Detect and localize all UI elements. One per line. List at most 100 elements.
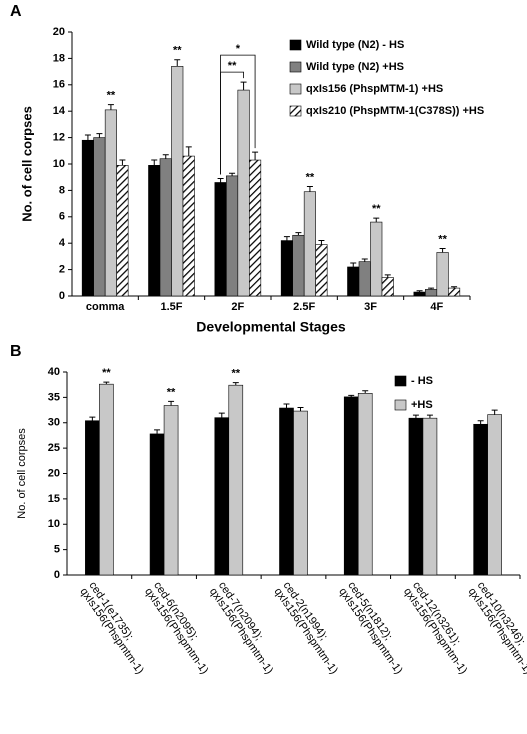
- bar: [425, 289, 438, 297]
- error-bar: [426, 414, 433, 419]
- error-bar: [350, 262, 357, 267]
- bar: [436, 252, 449, 297]
- y-tick-label: 0: [54, 569, 60, 581]
- bar: [182, 155, 195, 297]
- legend-label: +HS: [411, 399, 433, 411]
- legend-label: qxIs156 (PhspMTM-1) +HS: [306, 83, 443, 95]
- y-tick-label: 8: [59, 184, 65, 196]
- x-tick-label: ced-10(n3246);qxIs156(Phspmtm-1): [466, 580, 527, 677]
- panel-label: B: [10, 343, 22, 360]
- significance-label: **: [107, 90, 116, 102]
- y-tick-label: 40: [48, 366, 60, 378]
- legend-swatch: [289, 83, 302, 95]
- x-tick-label: 2.5F: [293, 301, 315, 313]
- error-bar: [217, 178, 224, 183]
- y-tick-label: 20: [48, 467, 60, 479]
- bar: [159, 158, 172, 297]
- bar: [116, 165, 129, 297]
- bar: [343, 396, 359, 576]
- error-bar: [119, 159, 126, 166]
- bar: [315, 244, 328, 297]
- bar: [381, 277, 394, 297]
- y-tick-label: 18: [53, 52, 65, 64]
- bar: [171, 66, 184, 297]
- legend-swatch: [394, 399, 407, 411]
- bar: [163, 405, 179, 576]
- y-tick-label: 30: [48, 417, 60, 429]
- y-tick-label: 15: [48, 493, 60, 505]
- y-tick-label: 0: [59, 290, 65, 302]
- significance-label: **: [438, 233, 447, 245]
- error-bar: [439, 247, 446, 253]
- y-tick-label: 25: [48, 442, 60, 454]
- bar: [413, 291, 426, 297]
- x-tick-label-line: qxIs156(Phspmtm-1): [78, 586, 146, 677]
- error-bar: [162, 154, 169, 159]
- bar: [358, 261, 371, 297]
- bar: [280, 240, 293, 297]
- y-tick-label: 2: [59, 264, 65, 276]
- legend-swatch: [289, 105, 302, 117]
- error-bar: [174, 59, 181, 67]
- x-tick-label: 3F: [364, 301, 377, 313]
- error-bar: [428, 287, 435, 290]
- error-bar: [361, 258, 368, 262]
- error-bar: [240, 81, 247, 91]
- error-bar: [412, 414, 419, 419]
- y-axis-label: No. of cell corpses: [16, 428, 28, 519]
- bar: [148, 165, 161, 297]
- error-bar: [477, 420, 484, 425]
- significance-label: **: [173, 45, 182, 57]
- error-bar: [297, 407, 304, 412]
- bar: [93, 137, 106, 297]
- bracket: [220, 54, 256, 175]
- bar: [149, 433, 165, 576]
- bar: [214, 182, 227, 297]
- error-bar: [84, 134, 91, 141]
- error-bar: [96, 133, 103, 138]
- bar: [448, 287, 461, 297]
- bar: [292, 234, 305, 297]
- error-bar: [252, 151, 259, 161]
- bracket-label: *: [236, 43, 241, 55]
- x-tick-label-line: qxIs156(Phspmtm-1): [142, 586, 210, 677]
- y-axis-label: No. of cell corpses: [19, 106, 34, 222]
- error-bar: [384, 274, 391, 278]
- significance-label: **: [232, 368, 241, 380]
- y-tick-label: 12: [53, 132, 65, 144]
- error-bar: [362, 390, 369, 394]
- error-bar: [154, 429, 161, 434]
- bar: [487, 414, 502, 576]
- error-bar: [283, 403, 290, 409]
- error-bar: [151, 159, 158, 166]
- error-bar: [229, 172, 236, 176]
- bar: [293, 410, 308, 576]
- legend-label: - HS: [411, 375, 433, 387]
- x-tick-label-line: qxIs156(Phspmtm-1): [272, 586, 340, 677]
- legend-swatch: [289, 61, 302, 73]
- significance-label: **: [167, 386, 176, 398]
- x-tick-label-line: qxIs156(Phspmtm-1): [336, 586, 404, 677]
- error-bar: [89, 416, 96, 421]
- error-bar: [185, 146, 192, 157]
- y-tick-label: 16: [53, 79, 65, 91]
- legend-swatch: [289, 39, 302, 51]
- bar: [104, 109, 117, 297]
- y-tick-label: 10: [53, 158, 65, 170]
- y-tick-label: 10: [48, 518, 60, 530]
- legend-label: qxIs210 (PhspMTM-1(C378S)) +HS: [306, 105, 484, 117]
- error-bar: [451, 286, 458, 289]
- bar: [422, 417, 438, 576]
- error-bar: [491, 409, 498, 415]
- bar: [408, 417, 424, 576]
- x-tick-label: comma: [86, 301, 125, 313]
- x-tick-label: 4F: [430, 301, 443, 313]
- error-bar: [107, 104, 114, 110]
- y-tick-label: 4: [59, 237, 66, 249]
- bracket-label: **: [228, 60, 237, 72]
- x-tick-label: 2F: [231, 301, 244, 313]
- panel-label: A: [10, 3, 22, 20]
- error-bar: [306, 185, 313, 192]
- bar: [370, 221, 383, 297]
